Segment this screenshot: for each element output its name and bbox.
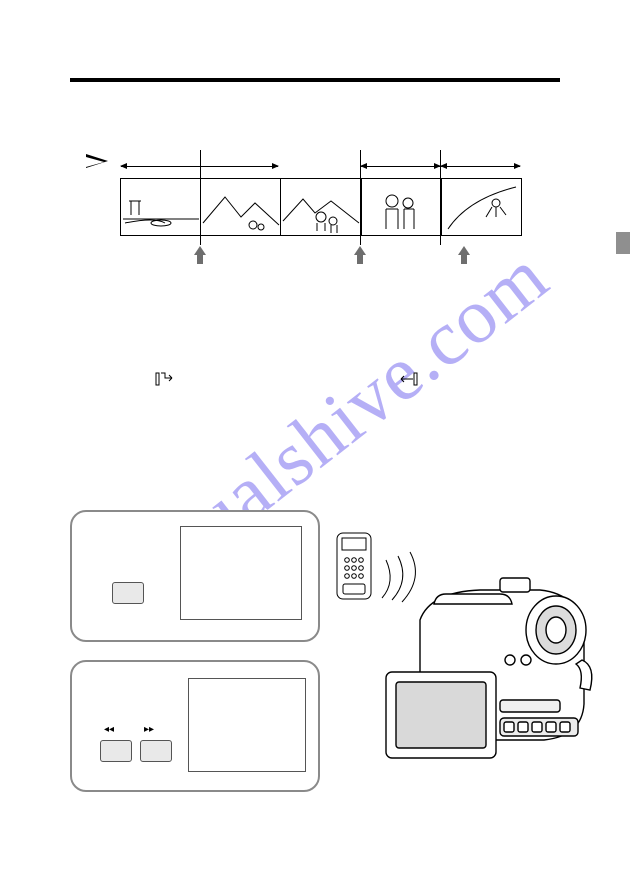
tape-diagram bbox=[120, 150, 530, 280]
rewind-icon: ◂◂ bbox=[104, 724, 114, 735]
panel-b: ◂◂ ▸▸ bbox=[70, 660, 320, 792]
frame bbox=[442, 179, 521, 235]
rewind-button[interactable] bbox=[100, 740, 132, 762]
up-arrow-icon bbox=[458, 246, 470, 264]
scene-doodle bbox=[201, 179, 281, 235]
scene-doodle bbox=[362, 179, 442, 235]
forward-icon: ▸▸ bbox=[144, 724, 154, 735]
up-arrow-icon bbox=[194, 246, 206, 264]
panel-a bbox=[70, 510, 320, 642]
scene-doodle bbox=[442, 179, 521, 235]
panel-a-button[interactable] bbox=[112, 582, 144, 604]
frame bbox=[121, 179, 201, 235]
panel-a-screen bbox=[180, 526, 302, 620]
forward-button[interactable] bbox=[140, 740, 172, 762]
scene-doodle bbox=[281, 179, 361, 235]
span-arrow bbox=[441, 166, 520, 167]
frame-strip bbox=[120, 178, 522, 236]
frame bbox=[281, 179, 361, 235]
frame bbox=[201, 179, 281, 235]
panel-b-screen bbox=[188, 678, 306, 772]
step-forward-icon bbox=[155, 372, 173, 386]
section-rule bbox=[70, 78, 560, 82]
span-arrow bbox=[121, 166, 278, 167]
play-direction-icon bbox=[86, 154, 108, 168]
span-arrow bbox=[361, 166, 440, 167]
up-arrow-icon bbox=[354, 246, 366, 264]
frame bbox=[362, 179, 442, 235]
page-edge-tab bbox=[616, 232, 630, 254]
scene-doodle bbox=[121, 179, 201, 235]
step-back-icon bbox=[400, 372, 418, 386]
camcorder-illustration bbox=[350, 560, 600, 780]
